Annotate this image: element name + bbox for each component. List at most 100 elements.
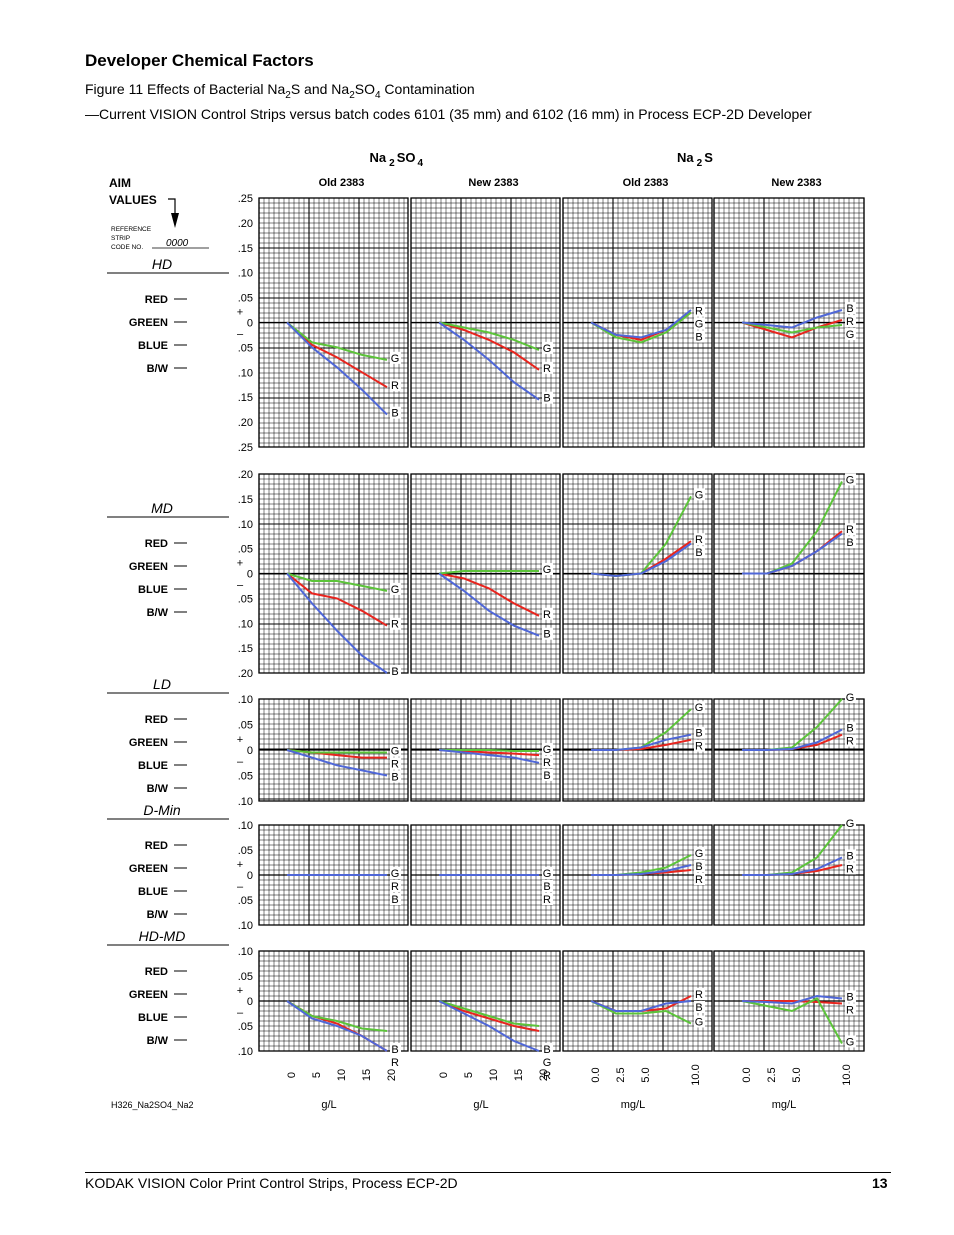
channel-label: BLUE xyxy=(138,886,168,898)
series-end-label-bg xyxy=(542,341,553,354)
series-line-r xyxy=(286,321,388,389)
series-end-label: R xyxy=(543,894,551,906)
x-tick-label: 2.5 xyxy=(615,1067,627,1082)
series-line-b xyxy=(741,994,843,1005)
y-tick-label: .05 xyxy=(238,342,253,354)
series-end-label: B xyxy=(846,851,853,863)
series-end-label-bg xyxy=(694,726,705,739)
series-end-label: G xyxy=(846,1037,855,1049)
series-line-g xyxy=(438,1000,540,1027)
channel-label: RED xyxy=(145,966,168,978)
footer-title: KODAK VISION Color Print Control Strips,… xyxy=(85,1175,458,1191)
y-tick-label: .05 xyxy=(238,293,253,305)
series-end-label: G xyxy=(391,868,400,880)
series-end-label: G xyxy=(695,319,704,331)
series-end-label: B xyxy=(391,772,398,784)
y-tick-label: .10 xyxy=(238,694,253,706)
y-tick-label: 0 xyxy=(247,870,253,882)
series-end-label: R xyxy=(846,1005,854,1017)
series-line-b xyxy=(286,1000,388,1052)
series-line-g xyxy=(741,321,843,334)
series-end-label-bg xyxy=(694,304,705,317)
series-end-label: B xyxy=(846,992,853,1004)
series-end-label-bg xyxy=(542,893,553,905)
series-end-label: R xyxy=(695,741,703,753)
channel-label: RED xyxy=(145,840,168,852)
series-end-label: R xyxy=(543,1070,551,1082)
contamination-chart: Na 2 SO 4 Na 2 S Old 2383 New 2383 Old 2383 New 23… xyxy=(107,150,865,1111)
y-tick-label: .05 xyxy=(238,971,253,983)
series-line-g xyxy=(590,1000,692,1025)
channel-label: BLUE xyxy=(138,584,168,596)
series-end-label: B xyxy=(846,303,853,315)
channel-label: BLUE xyxy=(138,1012,168,1024)
series-end-label-bg xyxy=(542,627,553,640)
aim-label: AIM xyxy=(109,176,131,190)
reference-code: 0000 xyxy=(166,238,189,249)
figure-caption: Figure 11 Effects of Bacterial Na2S and … xyxy=(85,80,905,124)
series-end-label: B xyxy=(695,332,702,344)
series-end-label: B xyxy=(543,1044,550,1056)
series-end-label-bg xyxy=(390,744,401,757)
series-line-b xyxy=(286,749,388,777)
x-unit-label: g/L xyxy=(473,1099,488,1111)
series-end-label-bg xyxy=(390,1043,401,1055)
series-line-g xyxy=(438,570,539,575)
caption-sub-3: 4 xyxy=(374,89,381,101)
series-end-label: R xyxy=(695,874,703,886)
caption-sub-2: 2 xyxy=(349,89,355,101)
series-end-label: B xyxy=(543,393,550,405)
series-line-r xyxy=(438,572,540,617)
series-end-label-bg xyxy=(542,769,553,782)
series-end-label-bg xyxy=(694,860,705,872)
plus-sign: + xyxy=(237,558,243,570)
aim-arrow-head xyxy=(171,213,179,228)
channel-label: BLUE xyxy=(138,340,168,352)
y-tick-label: .10 xyxy=(238,268,253,280)
series-line-b xyxy=(742,728,843,751)
series-end-label-bg xyxy=(845,536,856,549)
series-line-g xyxy=(286,321,388,361)
minus-sign: – xyxy=(237,1007,244,1019)
series-end-label: G xyxy=(695,702,704,714)
series-end-label-bg xyxy=(390,582,401,595)
series-line-b xyxy=(590,1000,692,1012)
aim-values-label: VALUES xyxy=(109,193,157,207)
caption-prefix: Figure 11 Effects of Bacterial Na xyxy=(85,81,286,97)
y-tick-label: 0 xyxy=(247,569,253,581)
channel-label: GREEN xyxy=(129,863,168,875)
channel-label: RED xyxy=(145,294,168,306)
series-end-label-bg xyxy=(694,701,705,714)
y-tick-label: .10 xyxy=(238,1046,253,1058)
series-line-g xyxy=(438,321,540,351)
plus-sign: + xyxy=(237,307,243,319)
series-end-label-bg xyxy=(390,406,401,419)
y-tick-label: .05 xyxy=(238,593,253,605)
y-tick-label: .20 xyxy=(238,469,253,481)
series-end-label-bg xyxy=(542,880,553,892)
series-end-label: G xyxy=(846,692,855,704)
series-end-label: R xyxy=(391,1057,399,1069)
series-end-label-bg xyxy=(845,734,856,747)
panel-header: New 2383 xyxy=(771,177,821,189)
footer-rule xyxy=(85,1172,891,1173)
series-end-label-bg xyxy=(694,988,705,1000)
x-tick-label: 10.0 xyxy=(841,1064,853,1085)
minus-sign: – xyxy=(237,881,244,893)
y-tick-label: .25 xyxy=(238,193,253,205)
minus-sign: – xyxy=(237,580,244,592)
series-line-g xyxy=(590,311,692,344)
plus-sign: + xyxy=(237,859,243,871)
series-line-b xyxy=(438,1000,540,1052)
series-end-label: G xyxy=(391,353,400,365)
series-end-label-bg xyxy=(845,990,856,1003)
panel-header: Old 2383 xyxy=(319,177,365,189)
x-tick-label: 15 xyxy=(513,1069,525,1081)
series-end-label: B xyxy=(391,408,398,420)
series-end-label-bg xyxy=(390,893,401,905)
series-end-label: B xyxy=(846,537,853,549)
series-line-g xyxy=(742,698,843,751)
y-tick-label: .15 xyxy=(238,494,253,506)
x-tick-label: 15 xyxy=(361,1069,373,1081)
series-end-label: B xyxy=(543,770,550,782)
